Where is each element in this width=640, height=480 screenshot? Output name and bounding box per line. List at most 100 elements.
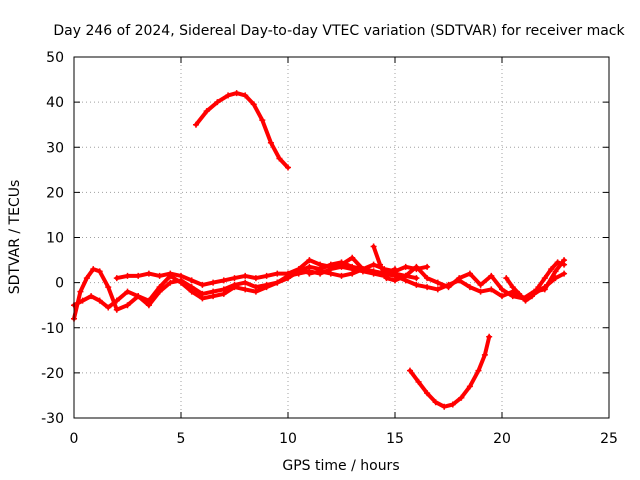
data-point bbox=[203, 108, 210, 115]
x-tick-label: 15 bbox=[386, 431, 404, 447]
x-tick-label: 25 bbox=[600, 431, 618, 447]
y-axis-title: SDTVAR / TECUs bbox=[7, 180, 23, 295]
data-point bbox=[220, 277, 227, 284]
series-layer bbox=[71, 90, 568, 410]
data-point bbox=[192, 121, 199, 128]
data-point bbox=[402, 272, 409, 279]
data-point bbox=[413, 275, 420, 282]
data-point bbox=[233, 90, 240, 97]
data-point bbox=[124, 288, 131, 295]
data-point bbox=[124, 272, 131, 279]
chart-title: Day 246 of 2024, Sidereal Day-to-day VTE… bbox=[53, 23, 625, 39]
data-point bbox=[259, 117, 266, 124]
data-point bbox=[306, 257, 313, 264]
y-tick-labels: -30 -20 -10 0 10 20 30 40 50 bbox=[41, 50, 64, 427]
data-point bbox=[105, 304, 112, 311]
data-point bbox=[466, 270, 473, 277]
data-point bbox=[83, 275, 90, 282]
data-point bbox=[541, 275, 548, 282]
data-point bbox=[327, 270, 334, 277]
data-point bbox=[285, 164, 291, 171]
data-point bbox=[432, 399, 439, 406]
data-point bbox=[370, 261, 377, 268]
data-point bbox=[499, 293, 505, 300]
data-point bbox=[274, 279, 281, 286]
data-point bbox=[317, 261, 324, 268]
y-tick-label: 20 bbox=[46, 185, 64, 201]
data-point bbox=[263, 281, 270, 288]
data-point bbox=[554, 259, 561, 266]
data-point bbox=[156, 288, 163, 295]
data-point bbox=[263, 272, 270, 279]
series-band-f bbox=[504, 260, 567, 303]
grid-layer bbox=[74, 57, 609, 418]
data-point bbox=[90, 266, 97, 273]
x-tick-label: 0 bbox=[70, 431, 79, 447]
data-point bbox=[481, 351, 488, 358]
data-point bbox=[231, 275, 238, 282]
x-tick-label: 5 bbox=[177, 431, 186, 447]
tick-layer bbox=[73, 56, 610, 419]
data-point bbox=[306, 270, 313, 277]
data-point bbox=[167, 279, 174, 286]
data-point bbox=[434, 286, 441, 293]
data-point bbox=[392, 277, 398, 284]
data-point bbox=[338, 261, 345, 268]
data-point bbox=[466, 284, 473, 291]
data-point bbox=[349, 254, 356, 261]
data-point bbox=[528, 293, 535, 300]
data-point bbox=[242, 272, 249, 279]
y-tick-label: 10 bbox=[46, 231, 64, 247]
data-point bbox=[267, 139, 274, 146]
data-point bbox=[441, 403, 448, 410]
data-point bbox=[488, 272, 495, 279]
data-point bbox=[285, 270, 291, 277]
data-point bbox=[188, 284, 195, 291]
data-point bbox=[509, 284, 516, 291]
data-point bbox=[105, 284, 112, 291]
data-point bbox=[503, 275, 510, 282]
x-tick-label: 20 bbox=[493, 431, 511, 447]
data-point bbox=[276, 155, 283, 162]
data-point bbox=[413, 263, 420, 270]
y-tick-label: 0 bbox=[55, 276, 64, 292]
data-point bbox=[145, 270, 152, 277]
data-point bbox=[424, 284, 431, 291]
data-point bbox=[199, 281, 206, 288]
data-point bbox=[349, 263, 356, 270]
y-tick-label: 40 bbox=[46, 95, 64, 111]
data-point bbox=[383, 275, 390, 282]
data-point bbox=[359, 266, 366, 273]
data-point bbox=[370, 243, 377, 250]
y-tick-label: 30 bbox=[46, 140, 64, 156]
data-point bbox=[145, 302, 152, 309]
data-point bbox=[338, 272, 345, 279]
data-point bbox=[167, 270, 174, 277]
data-point bbox=[475, 367, 482, 374]
data-point bbox=[445, 284, 452, 291]
data-point bbox=[96, 268, 103, 275]
data-point bbox=[415, 378, 422, 385]
data-point bbox=[317, 268, 324, 275]
data-point bbox=[552, 268, 559, 275]
series-arc-low bbox=[408, 334, 492, 409]
data-point bbox=[561, 261, 568, 268]
data-point bbox=[349, 270, 356, 277]
data-point bbox=[392, 266, 398, 273]
data-point bbox=[231, 281, 238, 288]
data-point bbox=[486, 333, 493, 340]
data-point bbox=[274, 270, 281, 277]
data-point bbox=[370, 268, 377, 275]
data-point bbox=[199, 290, 206, 297]
data-point bbox=[561, 270, 568, 277]
data-point bbox=[516, 290, 523, 297]
data-point bbox=[499, 286, 505, 293]
data-point bbox=[220, 286, 227, 293]
data-point bbox=[135, 272, 142, 279]
data-point bbox=[327, 263, 334, 270]
data-point bbox=[113, 297, 120, 304]
data-point bbox=[210, 279, 217, 286]
data-point bbox=[188, 277, 195, 284]
data-point bbox=[402, 263, 409, 270]
